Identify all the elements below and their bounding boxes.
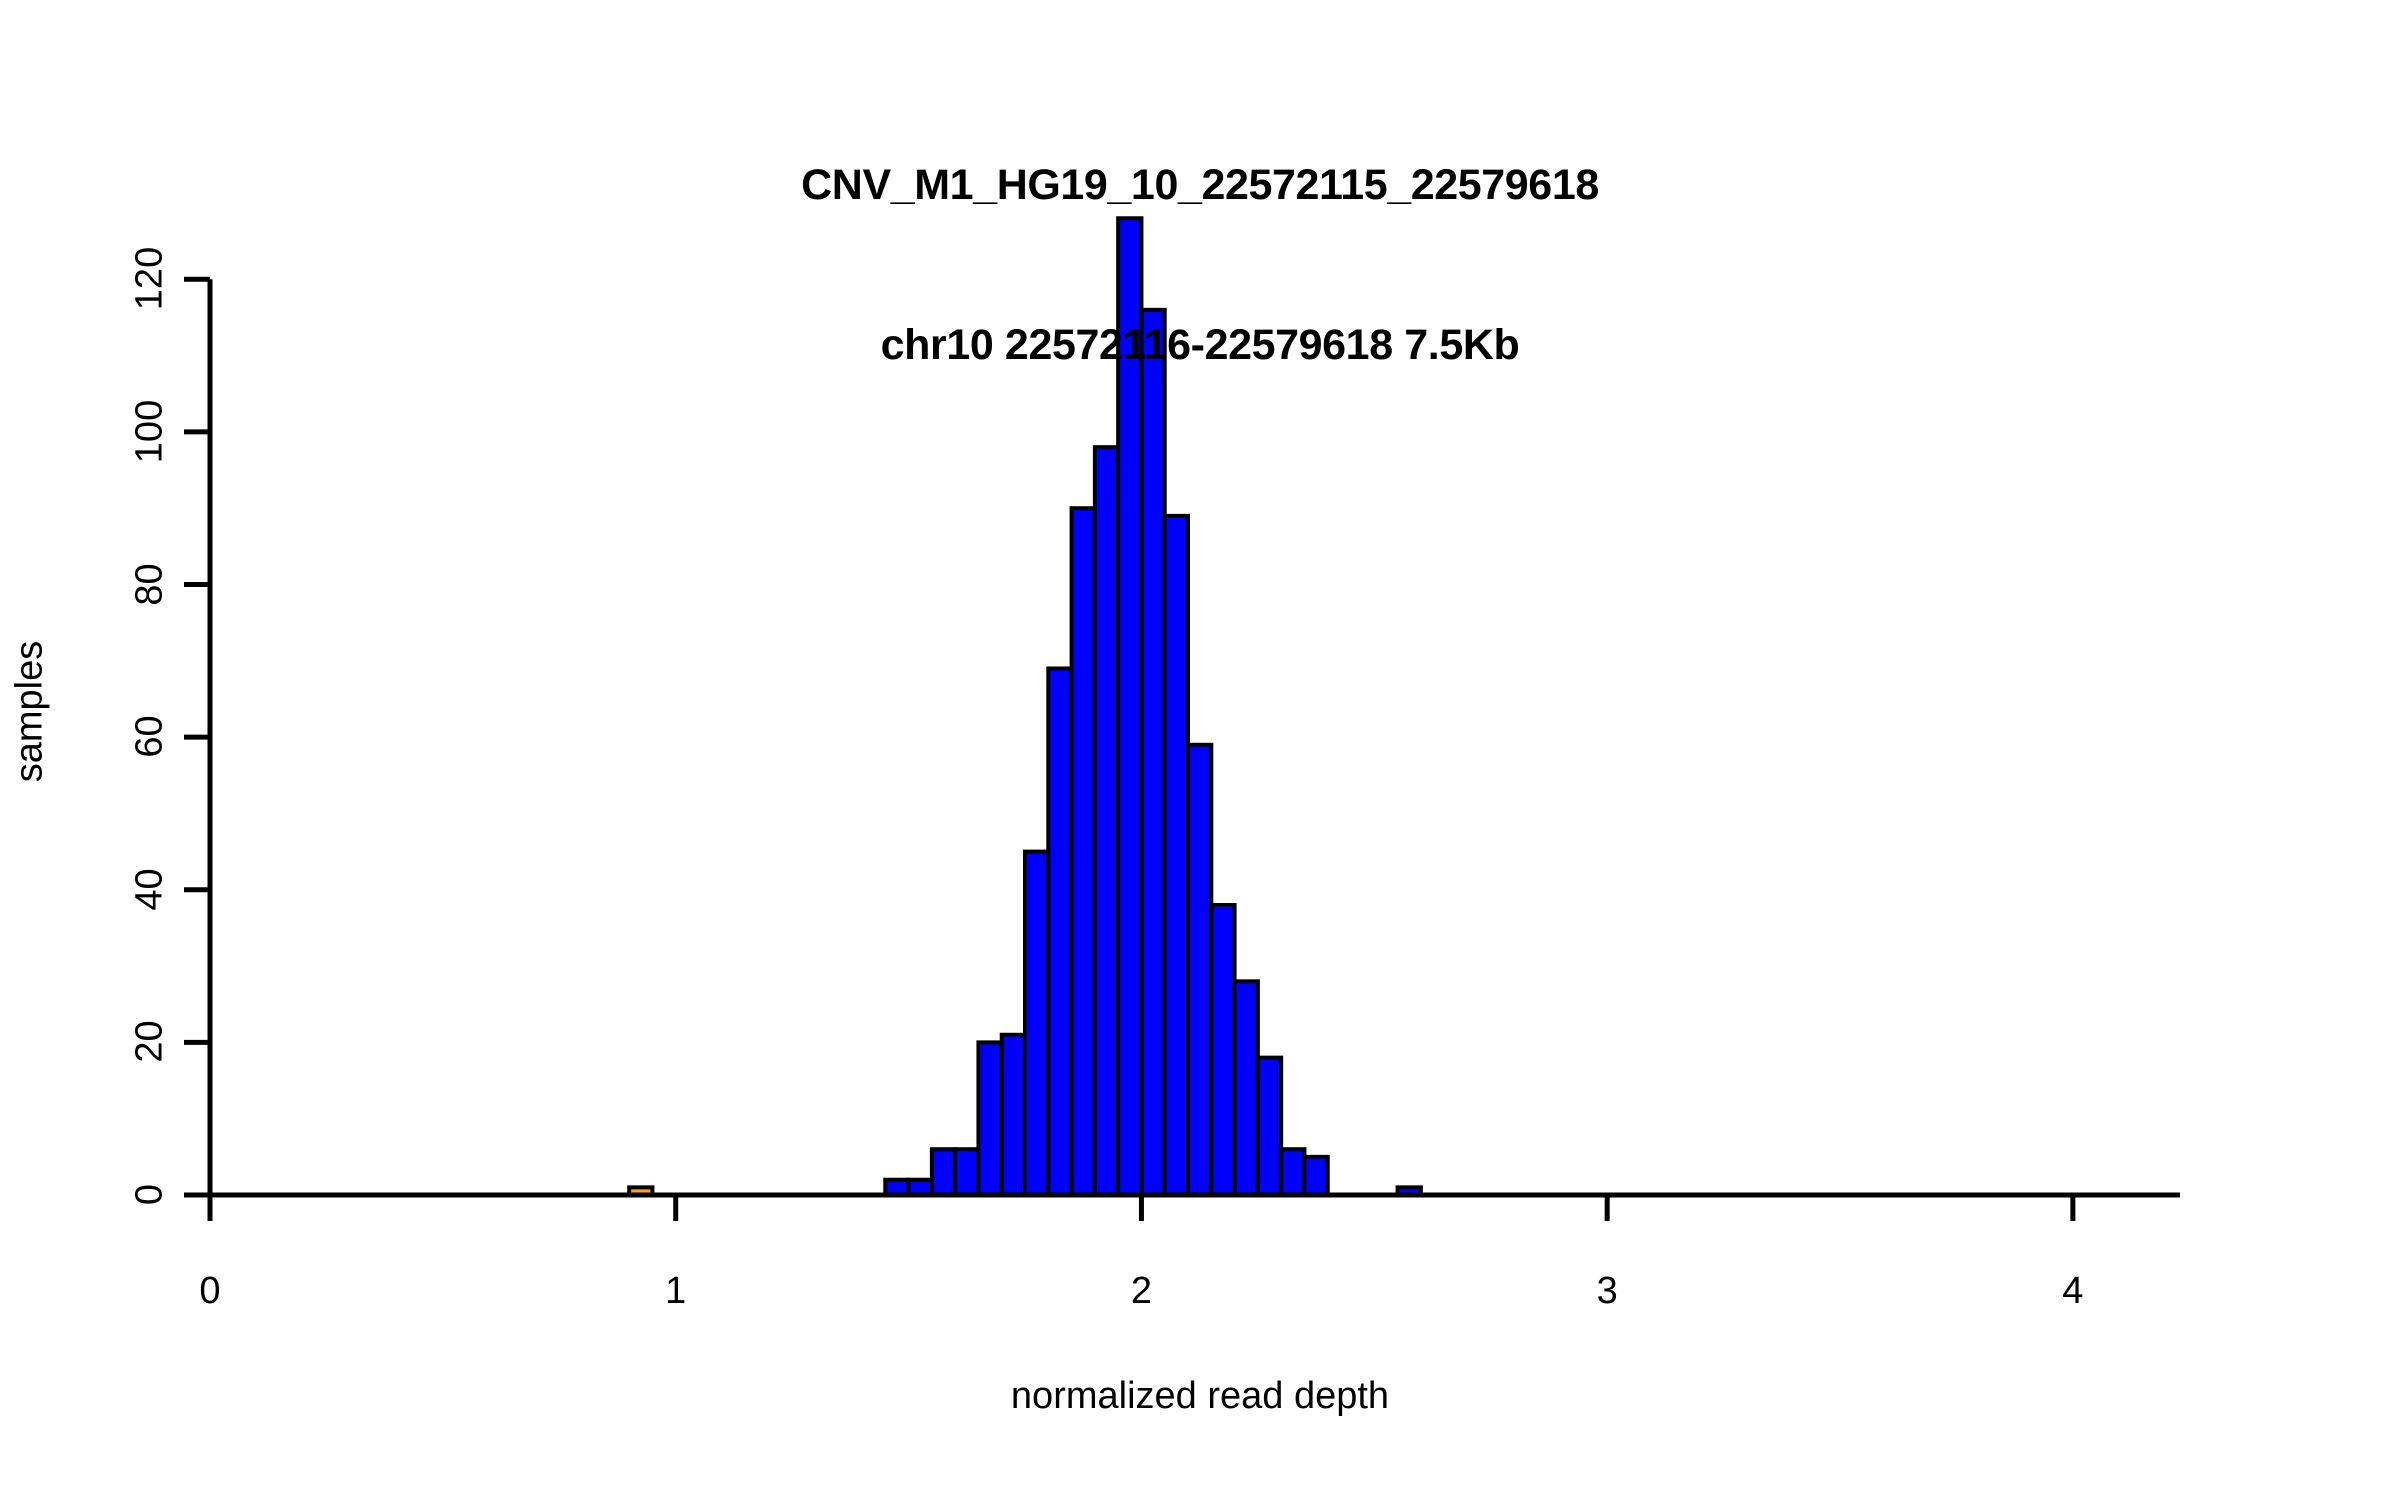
histogram-bar — [1255, 1055, 1284, 1197]
histogram-bar — [999, 1032, 1028, 1198]
histogram-bars — [627, 216, 1423, 1198]
histogram-bar — [1023, 849, 1051, 1197]
y-axis-label: samples — [8, 640, 51, 783]
histogram-bar — [1046, 666, 1074, 1197]
y-tick-label: 20 — [128, 1020, 171, 1064]
y-axis-label-wrap: samples — [0, 0, 70, 1500]
histogram-bar — [1092, 445, 1121, 1197]
x-tick-label: 3 — [1596, 1270, 1618, 1312]
histogram-bar — [1279, 1147, 1307, 1197]
histogram-bar — [1232, 979, 1260, 1197]
histogram-bar — [1186, 742, 1214, 1197]
y-tick-label: 40 — [128, 868, 171, 911]
histogram-bar — [953, 1147, 981, 1197]
x-tick-label: 2 — [1130, 1270, 1152, 1312]
x-tick-label: 4 — [2062, 1270, 2084, 1312]
chart-subtitle: chr10 22572116-22579618 7.5Kb — [880, 320, 1520, 369]
x-axis-label: normalized read depth — [1010, 1375, 1390, 1417]
x-tick-label: 0 — [199, 1270, 221, 1312]
chart-title-block: CNV_M1_HG19_10_22572115_22579618 chr10 2… — [0, 52, 2400, 479]
histogram-bar — [929, 1147, 958, 1197]
chart-title: CNV_M1_HG19_10_22572115_22579618 — [801, 160, 1599, 209]
y-tick-label: 60 — [128, 715, 171, 758]
x-tick-label: 1 — [665, 1270, 687, 1312]
histogram-bar — [1162, 513, 1191, 1197]
histogram-bar — [1209, 903, 1237, 1197]
axes — [184, 276, 2180, 1221]
y-tick-label: 0 — [128, 1183, 171, 1206]
y-tick-label: 80 — [128, 562, 171, 606]
y-tick-label: 100 — [128, 399, 171, 464]
histogram-bar — [976, 1040, 1004, 1198]
histogram-bar — [1069, 506, 1097, 1197]
y-tick-label: 120 — [128, 247, 171, 311]
histogram-bar — [1302, 1154, 1330, 1198]
